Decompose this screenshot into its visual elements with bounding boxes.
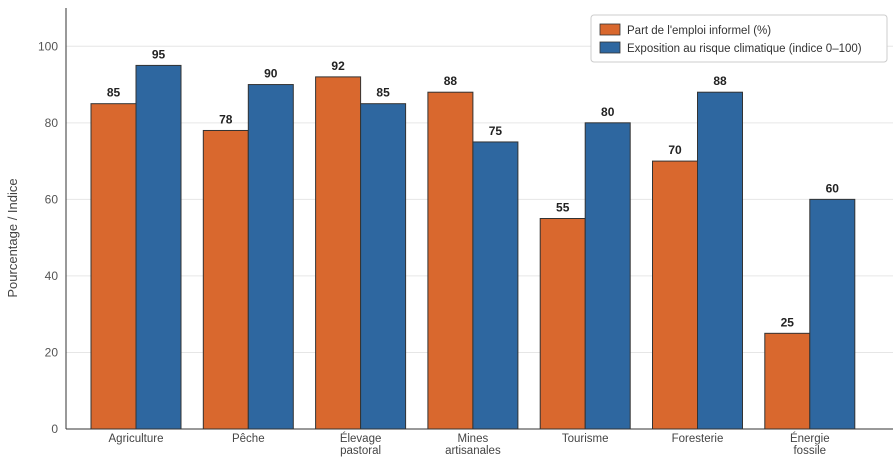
x-tick-label: Pêche bbox=[232, 433, 265, 445]
data-label: 88 bbox=[444, 74, 458, 88]
legend-box bbox=[590, 14, 888, 63]
data-label: 75 bbox=[489, 124, 503, 138]
legend: Part de l'emploi informel (%) Exposition … bbox=[590, 14, 888, 63]
data-label: 85 bbox=[376, 86, 390, 100]
x-tick-label-line: Pêche bbox=[232, 433, 265, 445]
data-label: 88 bbox=[713, 74, 727, 88]
x-tick-label-line: Foresterie bbox=[672, 433, 724, 445]
bar-climate-risk bbox=[135, 64, 182, 430]
data-label: 70 bbox=[668, 143, 682, 157]
bar-climate-risk bbox=[247, 84, 294, 430]
bar-climate-risk bbox=[697, 91, 743, 430]
x-tick-label-line: Élevage bbox=[340, 432, 382, 445]
x-tick-label-line: Agriculture bbox=[109, 433, 164, 445]
bar-informal-employment bbox=[90, 103, 137, 430]
x-tick-label: Foresterie bbox=[672, 433, 724, 445]
axes: 0 20 40 60 80 100 Agriculture Pêche Élevage pasto… bbox=[38, 8, 893, 457]
bar-climate-risk bbox=[360, 103, 407, 430]
y-tick-label: 100 bbox=[38, 39, 58, 53]
data-label: 85 bbox=[107, 86, 121, 100]
legend-entry: Exposition au risque climatique (indice … bbox=[627, 43, 862, 55]
x-tick-label: Mines artisanales bbox=[445, 433, 501, 457]
legend-swatch bbox=[599, 41, 621, 54]
y-tick-label: 0 bbox=[51, 422, 58, 436]
x-tick-label-line: pastoral bbox=[340, 445, 381, 457]
data-label: 55 bbox=[556, 201, 570, 215]
y-tick-label: 80 bbox=[45, 116, 59, 130]
legend-entry: Part de l'emploi informel (%) bbox=[627, 25, 771, 37]
bar-informal-employment bbox=[315, 76, 362, 430]
data-label: 80 bbox=[601, 105, 615, 119]
y-axis-title: Pourcentage / Indice bbox=[5, 178, 20, 297]
x-tick-label: Tourisme bbox=[562, 433, 609, 445]
y-tick-label: 60 bbox=[45, 192, 59, 206]
bar-informal-employment bbox=[539, 218, 586, 430]
data-label: 78 bbox=[219, 112, 233, 126]
x-tick-label-line: Mines bbox=[458, 433, 489, 445]
bar-climate-risk bbox=[809, 198, 856, 430]
data-label: 92 bbox=[331, 59, 345, 73]
bar-informal-employment bbox=[764, 332, 811, 430]
bar-informal-employment bbox=[652, 160, 698, 430]
x-tick-label-line: artisanales bbox=[445, 445, 501, 457]
x-tick-label: Élevage pastoral bbox=[340, 432, 382, 457]
bar-informal-employment bbox=[427, 91, 474, 430]
data-label: 25 bbox=[781, 315, 795, 329]
x-tick-label-line: Énergie bbox=[790, 432, 830, 445]
bar-climate-risk bbox=[584, 122, 631, 430]
bars-group: 85 95 78 90 92 85 88 75 55 80 70 88 25 60 bbox=[90, 47, 856, 430]
data-label: 95 bbox=[152, 47, 166, 61]
y-tick-label: 40 bbox=[45, 269, 59, 283]
x-tick-label: Agriculture bbox=[109, 433, 164, 445]
x-tick-label-line: Tourisme bbox=[562, 433, 609, 445]
x-tick-label: Énergie fossile bbox=[790, 432, 830, 457]
data-label: 60 bbox=[826, 181, 840, 195]
bar-informal-employment bbox=[202, 129, 249, 430]
y-tick-label: 20 bbox=[45, 345, 59, 359]
bar-climate-risk bbox=[472, 141, 519, 430]
data-label: 90 bbox=[264, 67, 278, 81]
legend-swatch bbox=[599, 23, 621, 36]
x-tick-label-line: fossile bbox=[793, 445, 826, 457]
